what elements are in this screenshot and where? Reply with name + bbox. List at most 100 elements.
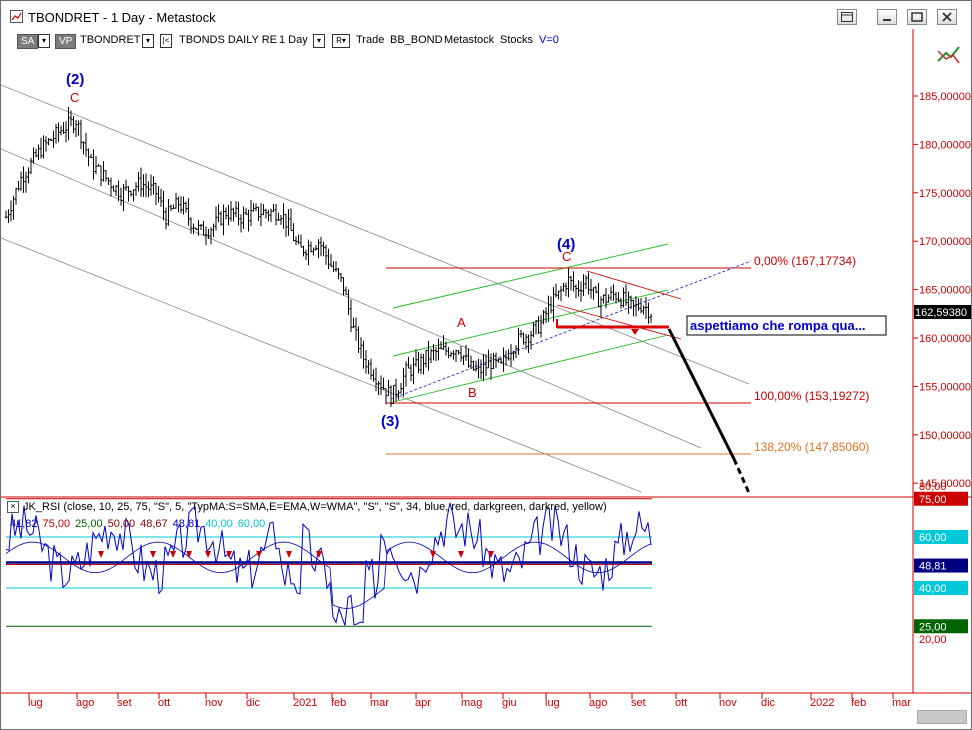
r-dropdown[interactable]: R▾ (332, 34, 350, 48)
restore-layout-button[interactable] (837, 9, 857, 25)
price-bar (249, 199, 253, 226)
price-bar (569, 275, 573, 291)
sa-dropdown-arrow[interactable]: ▾ (38, 34, 50, 48)
rsi-badge-label: 25,00 (919, 621, 947, 633)
price-bar (142, 174, 145, 197)
time-axis-label: 2021 (293, 697, 317, 709)
price-bar (114, 185, 118, 196)
rsi-value: 41,82 (10, 518, 38, 530)
last-price-badge (914, 305, 971, 319)
time-axis-label: nov (205, 697, 223, 709)
price-bar (492, 352, 495, 370)
symbol-field[interactable]: TBONDRET (80, 34, 141, 46)
close-button[interactable] (937, 9, 957, 25)
price-bar (449, 351, 453, 358)
price-bar (174, 192, 178, 209)
time-axis-label: apr (415, 697, 431, 709)
maximize-button[interactable] (907, 9, 927, 25)
price-bar (387, 379, 390, 397)
symbol-dropdown-arrow[interactable]: ▾ (142, 34, 154, 48)
price-bar (302, 245, 305, 257)
price-bar (389, 385, 393, 407)
price-bar (452, 350, 455, 360)
price-bar (127, 186, 130, 202)
price-bar (464, 344, 468, 361)
price-bar (559, 286, 563, 302)
rsi-badge-label: 75,00 (919, 494, 947, 506)
price-bar (514, 345, 518, 358)
window-title: TBONDRET - 1 Day - Metastock (28, 10, 216, 25)
rsi-value: 48,81 (172, 518, 201, 530)
price-bar (412, 357, 415, 385)
security-list-icon[interactable]: |< (160, 34, 172, 48)
price-bar (427, 340, 430, 371)
price-bar (592, 287, 595, 300)
price-bar (529, 330, 533, 350)
price-bar (304, 249, 308, 261)
price-bar (199, 224, 203, 231)
price-bar (312, 247, 315, 256)
price-bar (232, 207, 235, 222)
price-axis-label: 170,00000 (919, 236, 971, 248)
price-bar (282, 203, 285, 229)
time-axis-label: ott (675, 697, 687, 709)
price-bar (509, 343, 513, 367)
price-bar (32, 147, 35, 164)
time-axis-label: mag (461, 697, 482, 709)
rsi-value-badge (914, 558, 968, 573)
price-bar (159, 188, 163, 207)
breakdown-arrow-icon (631, 329, 639, 335)
price-bar (439, 341, 443, 350)
price-bar (254, 203, 258, 212)
price-bar (137, 171, 140, 192)
price-bar (279, 214, 283, 225)
price-bar (617, 291, 620, 302)
price-bar (547, 295, 550, 322)
vp-button[interactable]: VP (55, 34, 77, 49)
trade-label[interactable]: Trade (356, 34, 385, 46)
price-bar (84, 132, 88, 157)
price-bar (409, 364, 413, 382)
price-bar (54, 123, 58, 144)
price-bar (322, 241, 325, 257)
price-bar (532, 322, 535, 338)
price-bar (337, 267, 340, 280)
price-bar (89, 153, 93, 159)
price-bar (187, 198, 190, 226)
time-axis-label: ago (76, 697, 94, 709)
chart-app-icon (10, 10, 23, 23)
horizontal-scrollbar[interactable] (917, 710, 967, 724)
price-bar (172, 204, 175, 210)
rsi-sell-arrow-icon (226, 551, 232, 558)
minimize-button[interactable] (877, 9, 897, 25)
price-bar (417, 351, 420, 374)
price-bar (149, 174, 153, 196)
price-bar (157, 186, 160, 203)
rsi-close-icon[interactable]: × (7, 501, 19, 514)
indicator-quicklist-icon (937, 46, 960, 62)
price-bar (129, 190, 133, 197)
price-bar (602, 294, 605, 304)
price-bar (247, 209, 250, 232)
periodicity-dropdown-arrow[interactable]: ▾ (313, 34, 325, 48)
price-bar (217, 204, 220, 223)
price-bar (182, 196, 185, 215)
periodicity-field[interactable]: 1 Day (279, 34, 308, 46)
price-bar (72, 115, 75, 134)
price-bar (619, 297, 623, 309)
time-axis-label: lug (28, 697, 43, 709)
price-bar (414, 349, 418, 367)
price-bar (482, 353, 485, 381)
price-bar (472, 360, 475, 371)
price-bar (527, 334, 530, 354)
sa-button[interactable]: SA (17, 34, 39, 49)
price-bar (577, 280, 580, 297)
rsi-header: × JK_RSI (close, 10, 25, 75, "S", 5, "Typ… (7, 501, 607, 514)
price-bar (22, 166, 25, 193)
price-bar (649, 314, 653, 323)
chart-toolbar: SA ▾ VP TBONDRET ▾ |< TBONDS DAILY RE 1 … (1, 31, 971, 51)
time-axis-label: nov (719, 697, 737, 709)
price-bar (134, 182, 138, 197)
price-bar (382, 377, 385, 390)
price-bar (27, 167, 30, 184)
